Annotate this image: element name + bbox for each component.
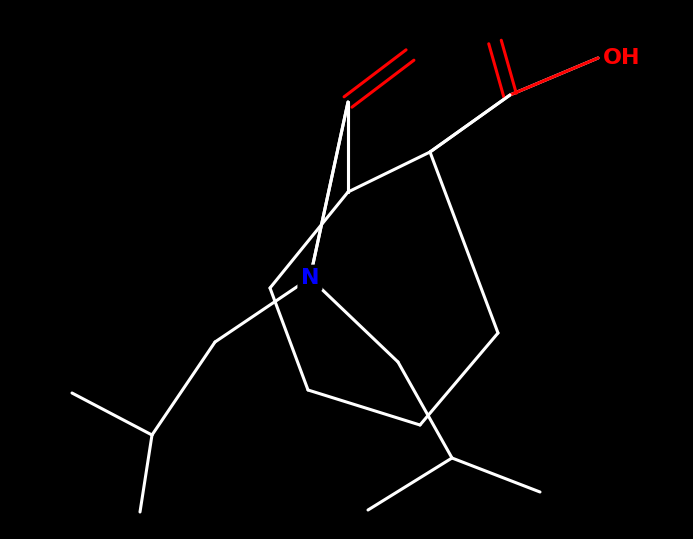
Text: N: N — [301, 268, 319, 288]
Text: OH: OH — [603, 48, 640, 68]
